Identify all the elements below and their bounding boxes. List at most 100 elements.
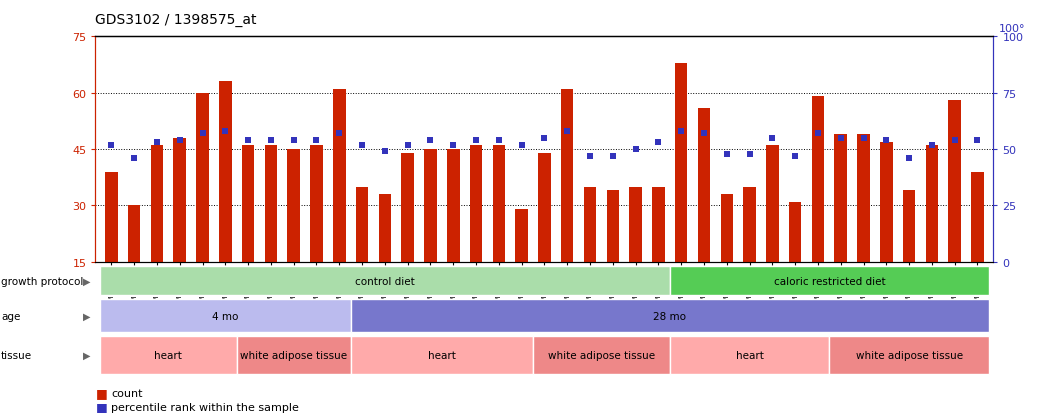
Text: ■: ■ [95, 386, 107, 399]
Point [422, 138, 439, 144]
Bar [972, 172, 984, 318]
Bar [310, 146, 323, 318]
Bar [401, 154, 414, 318]
Bar [196, 93, 208, 318]
Text: age: age [1, 311, 21, 321]
Bar [949, 101, 961, 318]
Text: heart: heart [735, 350, 763, 360]
Text: ▶: ▶ [83, 276, 91, 286]
Point [148, 140, 165, 146]
Point [536, 135, 553, 142]
Text: ▶: ▶ [83, 350, 91, 360]
Point [764, 135, 781, 142]
Bar [379, 195, 391, 318]
Point [194, 131, 211, 137]
Point [719, 151, 735, 157]
Bar [830, 337, 989, 374]
Point [627, 147, 644, 153]
Bar [744, 187, 756, 318]
Bar [607, 191, 619, 318]
Point [125, 155, 142, 162]
Bar [629, 187, 642, 318]
Text: control diet: control diet [355, 276, 415, 286]
Text: white adipose tissue: white adipose tissue [856, 350, 962, 360]
Point [308, 138, 325, 144]
Point [970, 138, 986, 144]
Text: 100°: 100° [999, 24, 1026, 34]
Bar [675, 64, 688, 318]
Point [262, 138, 279, 144]
Bar [100, 337, 236, 374]
Bar [812, 97, 824, 318]
Bar [242, 146, 254, 318]
Bar [150, 146, 163, 318]
Text: ▶: ▶ [83, 311, 91, 321]
Point [331, 131, 347, 137]
Bar [670, 337, 830, 374]
Bar [264, 146, 277, 318]
Bar [766, 146, 779, 318]
Bar [561, 90, 573, 318]
Point [605, 153, 621, 160]
Bar [584, 187, 596, 318]
Bar [287, 150, 300, 318]
Point [376, 149, 393, 155]
Bar [356, 187, 368, 318]
Point [696, 131, 712, 137]
Point [171, 138, 188, 144]
Bar [128, 206, 140, 318]
Point [559, 128, 576, 135]
Point [513, 142, 530, 149]
Bar [515, 210, 528, 318]
Point [103, 142, 119, 149]
Bar [100, 299, 351, 332]
Text: heart: heart [428, 350, 456, 360]
Point [673, 128, 690, 135]
Point [741, 151, 758, 157]
Bar [903, 191, 916, 318]
Point [901, 155, 918, 162]
Bar [424, 150, 437, 318]
Bar [652, 187, 665, 318]
Point [285, 138, 302, 144]
Bar [447, 150, 459, 318]
Text: 28 mo: 28 mo [653, 311, 686, 321]
Text: 4 mo: 4 mo [213, 311, 239, 321]
Bar [538, 154, 551, 318]
Text: white adipose tissue: white adipose tissue [241, 350, 347, 360]
Bar [880, 142, 893, 318]
Text: ■: ■ [95, 400, 107, 413]
Bar [789, 202, 802, 318]
Bar [926, 146, 938, 318]
Bar [173, 138, 186, 318]
Bar [351, 299, 989, 332]
Bar [858, 135, 870, 318]
Point [787, 153, 804, 160]
Bar [351, 337, 533, 374]
Bar [721, 195, 733, 318]
Text: GDS3102 / 1398575_at: GDS3102 / 1398575_at [95, 13, 257, 27]
Point [878, 138, 895, 144]
Point [491, 138, 507, 144]
Text: white adipose tissue: white adipose tissue [548, 350, 655, 360]
Point [582, 153, 598, 160]
Point [650, 140, 667, 146]
Text: percentile rank within the sample: percentile rank within the sample [111, 402, 299, 412]
Bar [835, 135, 847, 318]
Point [947, 138, 963, 144]
Bar [470, 146, 482, 318]
Bar [698, 109, 710, 318]
Point [240, 138, 256, 144]
Bar [670, 266, 989, 295]
Bar [219, 82, 231, 318]
Point [924, 142, 941, 149]
Point [445, 142, 461, 149]
Bar [236, 337, 351, 374]
Point [468, 138, 484, 144]
Point [399, 142, 416, 149]
Bar [333, 90, 345, 318]
Bar [493, 146, 505, 318]
Text: caloric restricted diet: caloric restricted diet [774, 276, 886, 286]
Point [217, 128, 233, 135]
Bar [533, 337, 670, 374]
